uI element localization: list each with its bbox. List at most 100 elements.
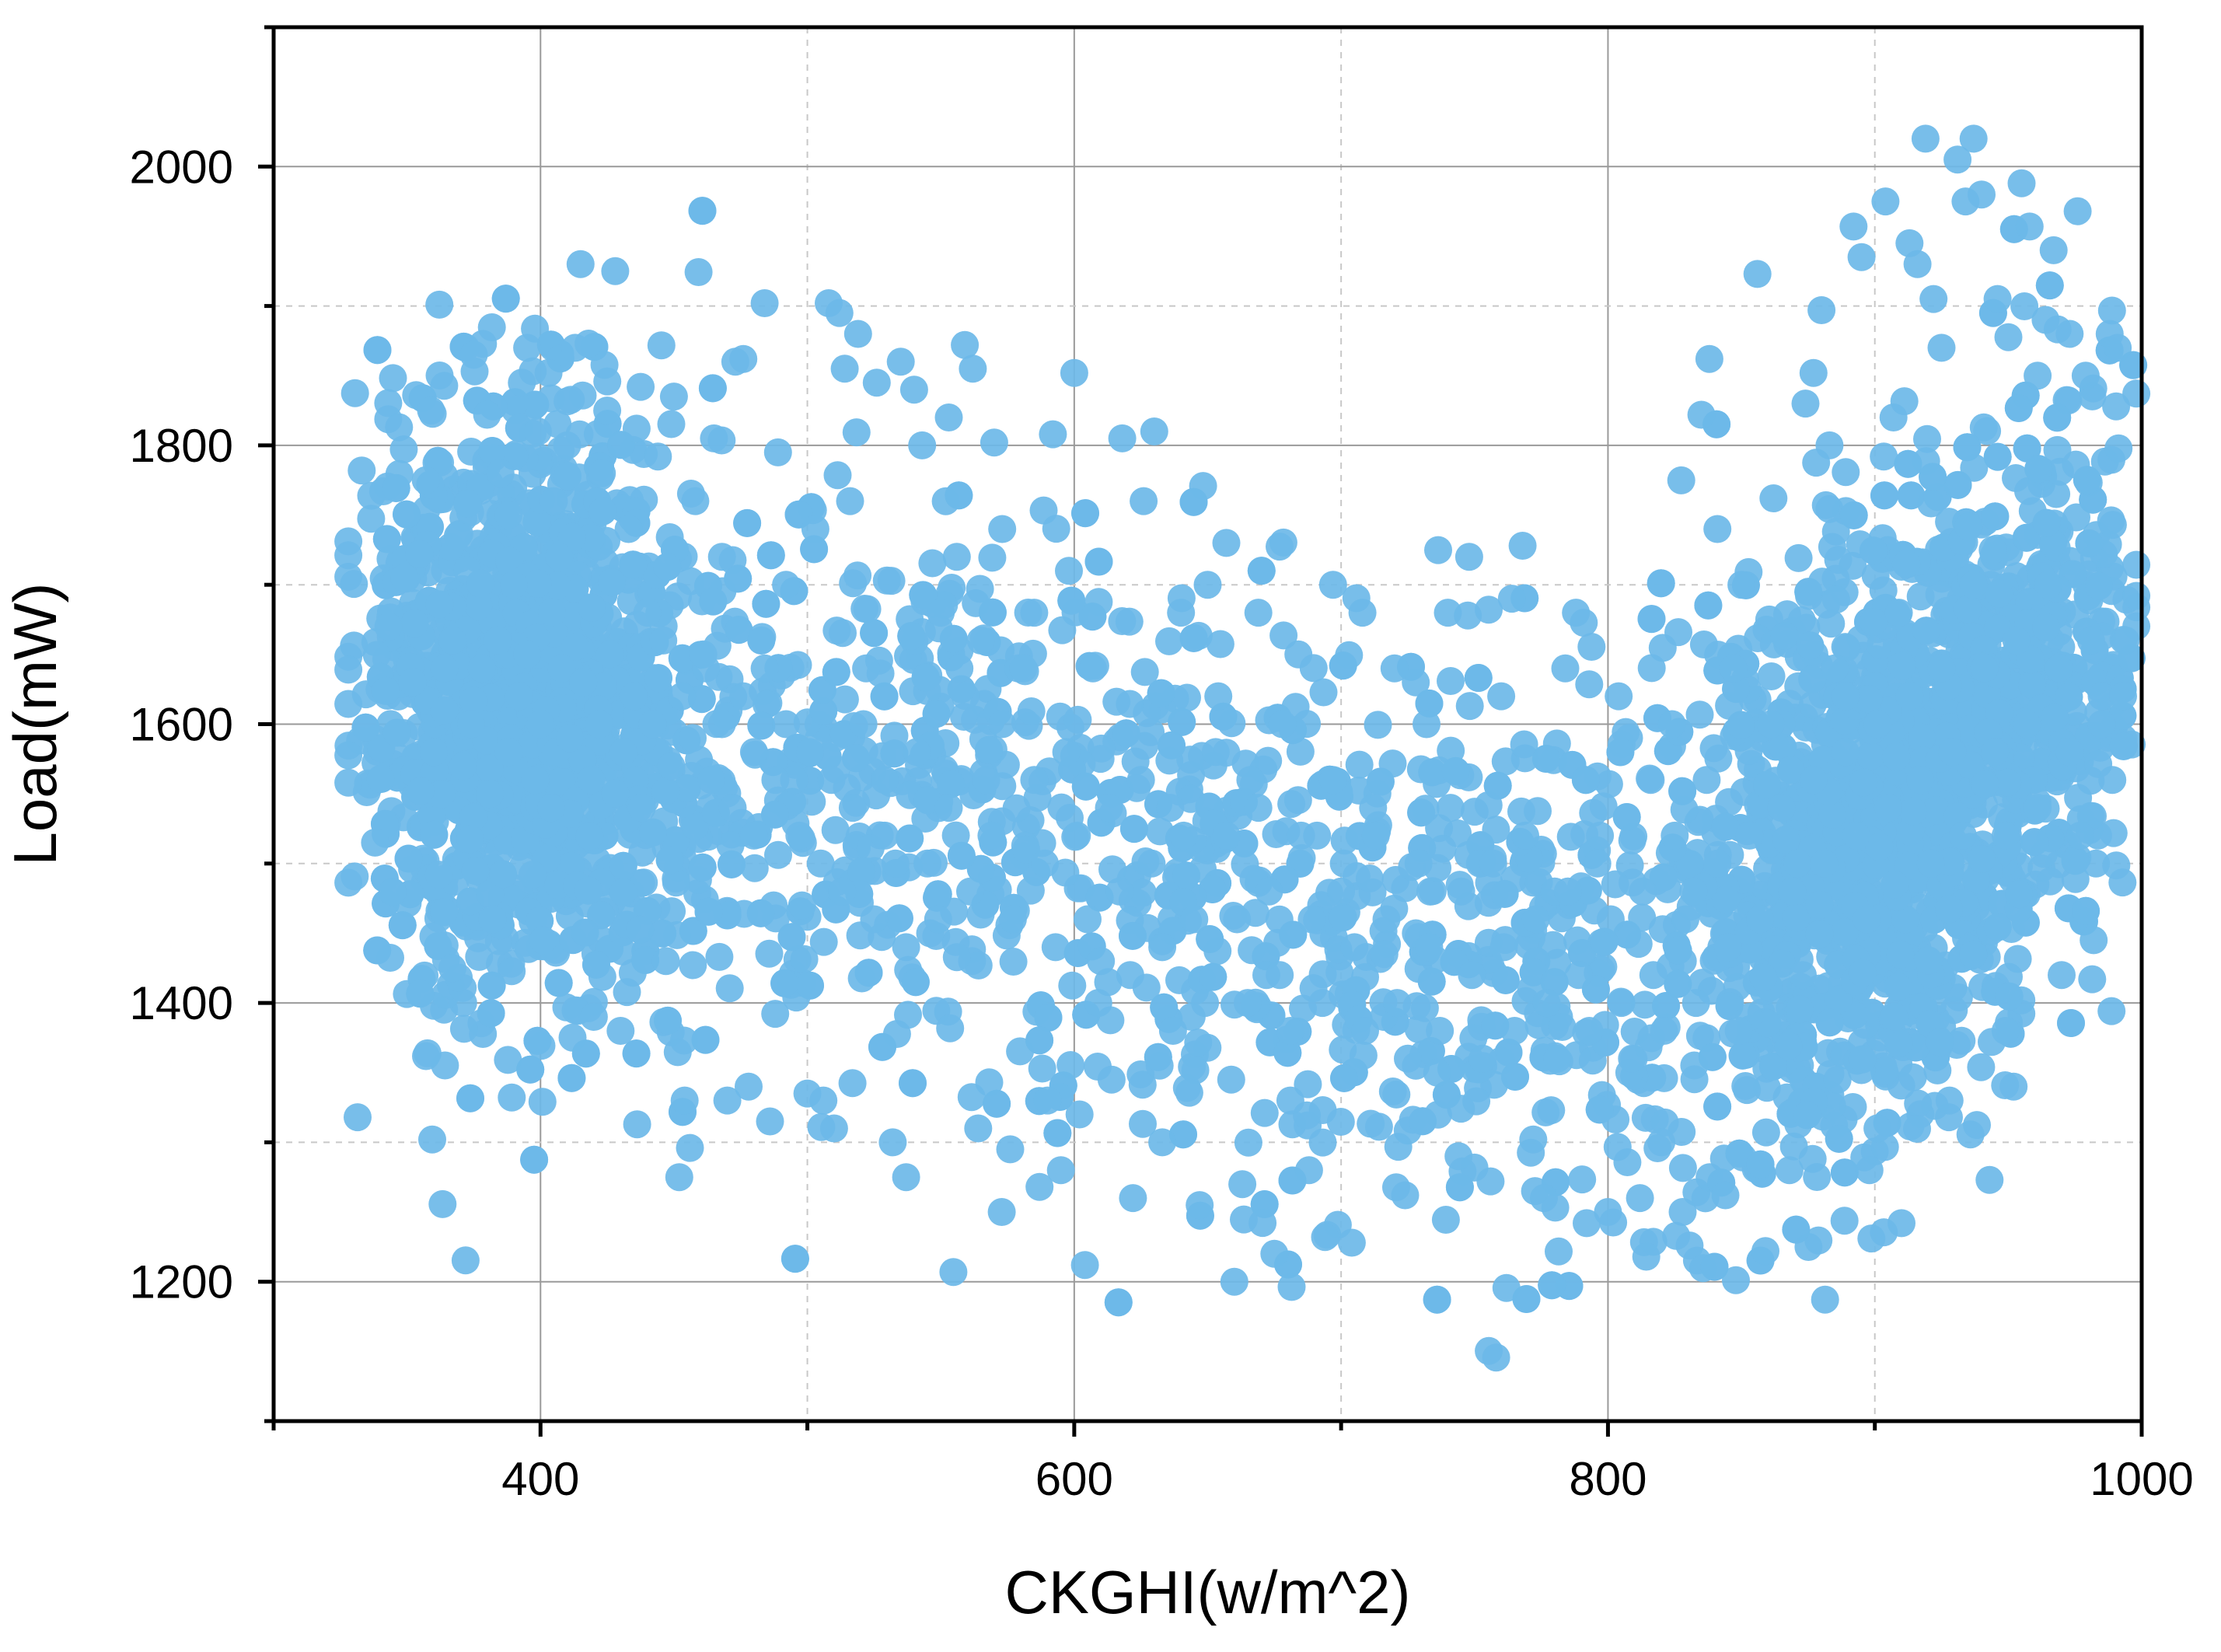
scatter-point (752, 589, 780, 618)
scatter-point (1204, 682, 1233, 711)
scatter-point (357, 505, 386, 533)
scatter-point (1186, 1191, 1214, 1220)
scatter-point (852, 654, 881, 683)
scatter-point (825, 299, 854, 327)
scatter-point (700, 424, 728, 452)
scatter-point (1895, 682, 1924, 711)
scatter-point (1601, 870, 1629, 899)
scatter-point (913, 786, 942, 815)
scatter-point (609, 851, 637, 880)
scatter-point (569, 668, 598, 697)
scatter-point (449, 752, 477, 781)
scatter-point (1212, 821, 1241, 850)
scatter-point (1743, 260, 1772, 288)
scatter-point (521, 766, 550, 795)
scatter-point (459, 803, 487, 832)
scatter-point (1606, 738, 1635, 767)
scatter-point (513, 640, 542, 669)
scatter-point (679, 917, 707, 945)
scatter-point (964, 1114, 993, 1143)
scatter-point (1098, 855, 1126, 884)
scatter-point (529, 926, 557, 955)
scatter-point (1445, 1173, 1474, 1202)
scatter-point (2063, 197, 2092, 225)
scatter-point (1277, 790, 1306, 819)
scatter-point (1070, 1251, 1099, 1280)
scatter-point (394, 844, 423, 873)
scatter-point (697, 766, 725, 795)
scatter-point (1711, 1181, 1740, 1210)
scatter-point (1775, 1156, 1804, 1185)
scatter-point (2035, 271, 2064, 300)
scatter-point (901, 968, 930, 997)
scatter-point (2062, 503, 2090, 532)
scatter-point (785, 821, 814, 850)
scatter-point (750, 654, 779, 683)
scatter-point (2024, 361, 2052, 390)
scatter-point (456, 825, 484, 854)
scatter-point (638, 710, 667, 739)
scatter-point (598, 568, 626, 597)
scatter-point (1034, 1004, 1063, 1032)
scatter-point (842, 744, 870, 773)
scatter-point (623, 1110, 651, 1139)
scatter-point (796, 738, 824, 767)
scatter-point (2080, 926, 2108, 955)
scatter-point (1898, 1063, 1927, 1091)
scatter-point (2073, 466, 2101, 494)
scatter-point (1848, 1045, 1877, 1074)
scatter-point (1184, 1029, 1213, 1057)
scatter-point (1870, 481, 1898, 510)
scatter-point (1839, 551, 1867, 580)
scatter-point (1798, 665, 1827, 693)
scatter-point (571, 1039, 600, 1068)
scatter-point (1413, 710, 1441, 739)
scatter-point (1994, 323, 2023, 351)
scatter-point (1431, 1206, 1460, 1234)
scatter-point (679, 724, 707, 753)
scatter-point (500, 571, 528, 599)
scatter-point (1863, 710, 1892, 739)
scatter-point (1855, 1156, 1884, 1185)
scatter-point (609, 738, 637, 767)
scatter-point (681, 487, 710, 515)
scatter-point (1959, 124, 1988, 153)
scatter-point (627, 794, 656, 823)
scatter-point (668, 682, 697, 711)
scatter-point (806, 849, 835, 878)
scatter-point (966, 626, 995, 655)
scatter-point (1618, 1044, 1647, 1073)
scatter-point (1326, 1108, 1355, 1136)
scatter-point (801, 515, 829, 543)
scatter-point (860, 905, 889, 934)
scatter-point (913, 849, 941, 878)
scatter-point (800, 535, 829, 564)
scatter-point (1913, 424, 1941, 453)
scatter-point (681, 812, 710, 840)
scatter-point (1811, 491, 1840, 519)
scatter-point (764, 840, 792, 869)
scatter-point (2072, 896, 2101, 925)
scatter-point (486, 459, 515, 487)
scatter-point (494, 501, 523, 529)
scatter-point (1441, 756, 1470, 785)
scatter-point (484, 626, 512, 655)
scatter-point (2036, 867, 2065, 896)
scatter-point (870, 682, 899, 711)
scatter-point (1538, 1271, 1566, 1300)
scatter-point (1679, 877, 1708, 906)
scatter-point (1583, 849, 1612, 878)
scatter-point (1817, 609, 1846, 638)
scatter-point (1783, 849, 1812, 878)
scatter-point (1711, 812, 1740, 841)
scatter-point (739, 821, 768, 850)
scatter-point (1212, 529, 1241, 557)
scatter-point (1491, 966, 1520, 994)
scatter-point (1798, 690, 1827, 719)
scatter-point (1769, 733, 1797, 762)
scatter-point (1247, 557, 1276, 585)
scatter-point (1935, 1086, 1964, 1115)
scatter-point (545, 543, 574, 571)
scatter-point (389, 435, 418, 463)
scatter-point (2055, 320, 2084, 348)
